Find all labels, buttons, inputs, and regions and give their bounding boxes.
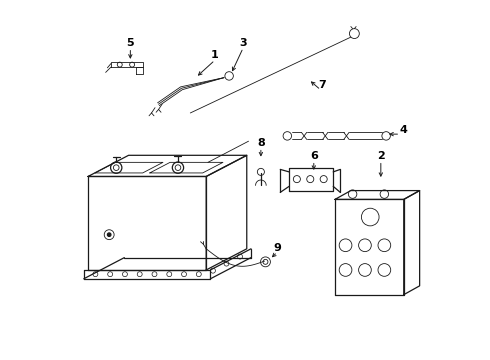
Text: 3: 3 [240, 39, 247, 49]
Text: 8: 8 [257, 138, 265, 148]
Text: 9: 9 [273, 243, 281, 253]
Text: 5: 5 [126, 38, 134, 48]
Text: 2: 2 [377, 151, 385, 161]
Text: 4: 4 [399, 125, 407, 135]
Text: 7: 7 [318, 80, 326, 90]
Text: 1: 1 [211, 50, 219, 60]
Circle shape [107, 233, 111, 237]
Text: 6: 6 [310, 151, 318, 161]
